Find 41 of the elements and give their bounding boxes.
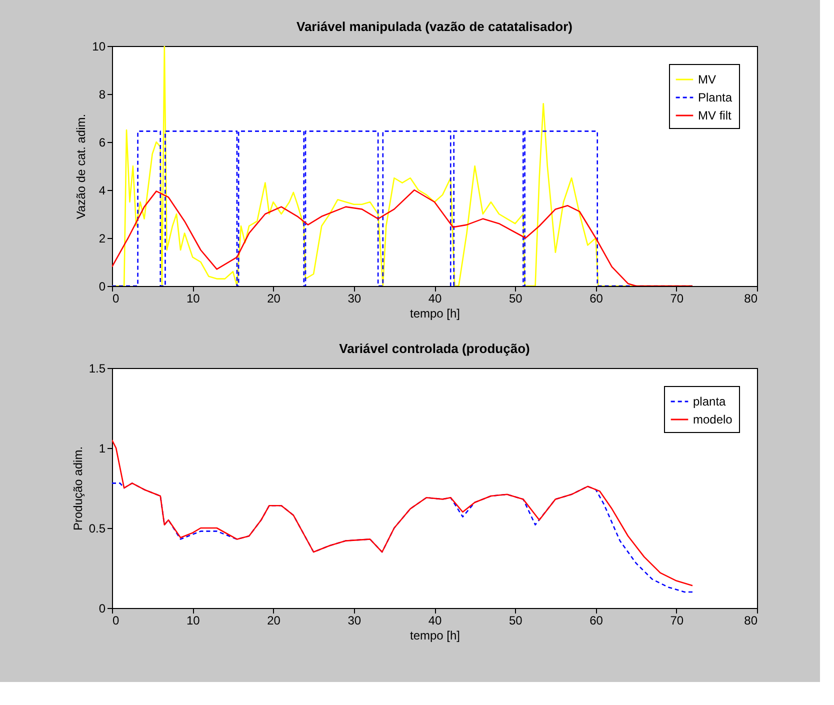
- y-tick-label: 6: [98, 136, 106, 150]
- legend-label: MV filt: [698, 108, 732, 122]
- y-tick-label: 0: [98, 602, 106, 616]
- legend-label: planta: [693, 394, 726, 408]
- y-tick-label: 4: [98, 184, 106, 198]
- x-tick-label: 80: [744, 614, 758, 628]
- x-tick-label: 70: [670, 292, 684, 306]
- y-axis-title: Produção adim.: [70, 446, 85, 531]
- x-tick-label: 60: [590, 292, 604, 306]
- x-tick-label: 70: [670, 614, 684, 628]
- chart-title: Variável manipulada (vazão de catatalisador): [296, 19, 573, 34]
- y-tick-label: 0: [98, 280, 106, 294]
- y-tick-label: 10: [92, 40, 106, 54]
- x-tick-label: 80: [744, 292, 758, 306]
- y-tick-label: 8: [98, 88, 106, 102]
- y-tick-label: 1.5: [88, 362, 106, 376]
- x-tick-label: 40: [428, 292, 442, 306]
- y-axis-title: Vazão de cat. adim.: [74, 114, 88, 220]
- legend-label: modelo: [693, 412, 733, 426]
- legend-label: MV: [698, 72, 716, 86]
- x-tick-label: 60: [590, 614, 604, 628]
- line-series: [112, 439, 694, 586]
- legend-label: Planta: [698, 90, 732, 104]
- x-tick-label: 0: [112, 292, 120, 306]
- x-tick-label: 50: [508, 292, 523, 306]
- x-tick-label: 0: [112, 614, 120, 628]
- x-tick-label: 30: [348, 292, 362, 306]
- y-tick-label: 1: [98, 442, 106, 456]
- x-tick-label: 10: [186, 614, 200, 628]
- chart-title: Variável controlada (produção): [339, 341, 530, 356]
- x-axis-title: tempo [h]: [410, 306, 460, 320]
- x-tick-label: 40: [428, 614, 442, 628]
- y-tick-label: 2: [98, 232, 106, 246]
- line-series: [112, 189, 694, 286]
- x-tick-label: 30: [348, 614, 362, 628]
- x-tick-label: 20: [267, 292, 281, 306]
- x-tick-label: 50: [508, 614, 523, 628]
- x-tick-label: 20: [267, 614, 281, 628]
- x-axis-title: tempo [h]: [410, 628, 460, 642]
- x-tick-label: 10: [186, 292, 200, 306]
- y-tick-label: 0.5: [88, 522, 106, 536]
